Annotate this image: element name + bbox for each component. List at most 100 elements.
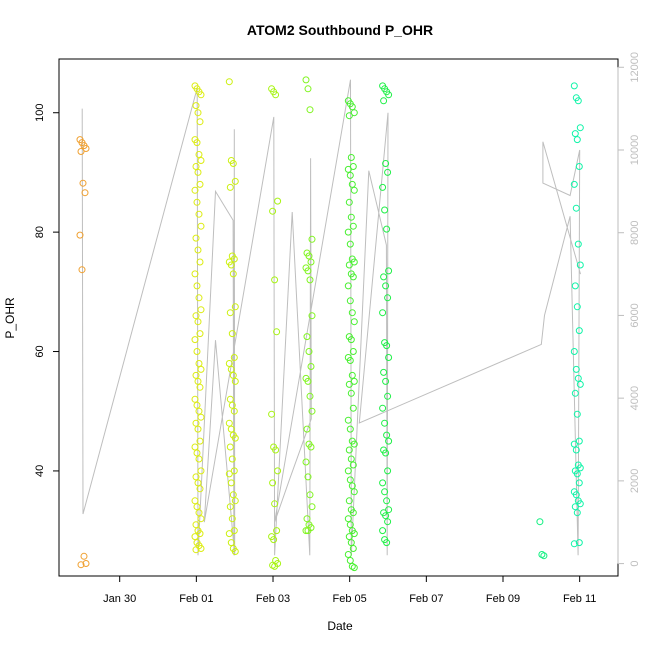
y2-tick-label: 0 (629, 561, 641, 567)
data-point (193, 503, 201, 511)
data-point (350, 318, 358, 326)
data-point (192, 371, 200, 379)
data-point (536, 518, 544, 526)
data-point (80, 552, 88, 560)
data-point (228, 515, 236, 523)
data-point (192, 473, 200, 481)
data-point (303, 333, 311, 341)
data-point (195, 294, 203, 302)
data-point (350, 109, 358, 117)
data-point (306, 491, 314, 499)
data-point (230, 407, 238, 415)
data-point (346, 557, 354, 564)
data-point (307, 443, 315, 451)
data-point (269, 479, 277, 487)
data-point (194, 109, 202, 117)
data-point (344, 515, 352, 523)
data-point (227, 425, 235, 433)
data-point (346, 357, 354, 364)
data-point (226, 443, 234, 451)
data-point (303, 515, 311, 523)
data-point (272, 91, 280, 99)
data-point (572, 204, 580, 212)
data-point (348, 103, 356, 111)
data-point (191, 186, 199, 194)
data-point (306, 106, 314, 114)
y2-tick-label: 10000 (629, 135, 641, 166)
data-point (304, 85, 312, 93)
data-point (383, 497, 391, 505)
data-point (228, 401, 236, 409)
data-point (576, 261, 584, 269)
data-point (345, 446, 353, 454)
data-point (384, 467, 392, 475)
data-point (305, 348, 313, 355)
data-point (271, 276, 279, 284)
data-point (197, 91, 205, 99)
data-point (192, 546, 200, 554)
y-tick-label: 80 (34, 226, 46, 238)
data-point (227, 261, 235, 269)
data-point (385, 91, 393, 99)
y2-tick-label: 6000 (629, 303, 641, 327)
data-point (345, 380, 353, 388)
data-point (381, 419, 389, 427)
data-point (383, 431, 391, 439)
data-point (385, 354, 393, 361)
data-point (225, 419, 233, 427)
data-point (302, 527, 310, 535)
data-point (271, 562, 279, 570)
data-point (77, 561, 85, 569)
data-point (572, 365, 580, 373)
data-point (379, 479, 387, 487)
data-point (77, 148, 85, 155)
data-point (347, 154, 355, 161)
data-point (575, 327, 583, 335)
data-point (231, 377, 239, 385)
data-point (193, 282, 201, 290)
data-point (346, 521, 354, 529)
data-point (194, 377, 202, 385)
y-axis-right: 0 2000 4000 6000 8000 10000 12000 (617, 52, 641, 567)
data-point (383, 225, 391, 233)
y2-tick-label: 4000 (629, 386, 641, 410)
data-point (348, 371, 356, 379)
data-point (570, 540, 578, 548)
data-point (575, 437, 583, 445)
data-point (195, 360, 203, 367)
data-point (540, 552, 548, 560)
data-point (226, 503, 234, 511)
data-point (273, 328, 281, 336)
data-point (196, 330, 204, 338)
data-point (225, 78, 233, 86)
data-point (193, 139, 201, 147)
data-point (307, 258, 315, 266)
data-point (272, 446, 280, 454)
data-point (306, 276, 314, 284)
data-point (347, 213, 355, 221)
data-point (575, 163, 583, 170)
data-point (195, 407, 203, 415)
data-point (382, 377, 390, 385)
data-point (229, 371, 237, 379)
data-point (225, 530, 233, 538)
y-tick-label: 60 (34, 345, 46, 357)
data-point (382, 449, 390, 457)
data-point (348, 309, 356, 317)
data-point (273, 527, 281, 535)
data-point (197, 413, 205, 421)
data-point (571, 389, 579, 397)
data-point (380, 368, 388, 376)
data-point (302, 458, 310, 466)
data-point (196, 485, 204, 493)
data-point (576, 380, 584, 388)
data-point (576, 500, 584, 508)
data-point (379, 183, 387, 191)
x-axis-label: Date (327, 619, 353, 633)
data-point (191, 443, 199, 451)
data-point (197, 515, 205, 523)
data-point (308, 503, 316, 511)
y-axis-label: P_OHR (3, 297, 17, 339)
data-point (193, 401, 201, 409)
y-tick-label: 40 (34, 465, 46, 477)
